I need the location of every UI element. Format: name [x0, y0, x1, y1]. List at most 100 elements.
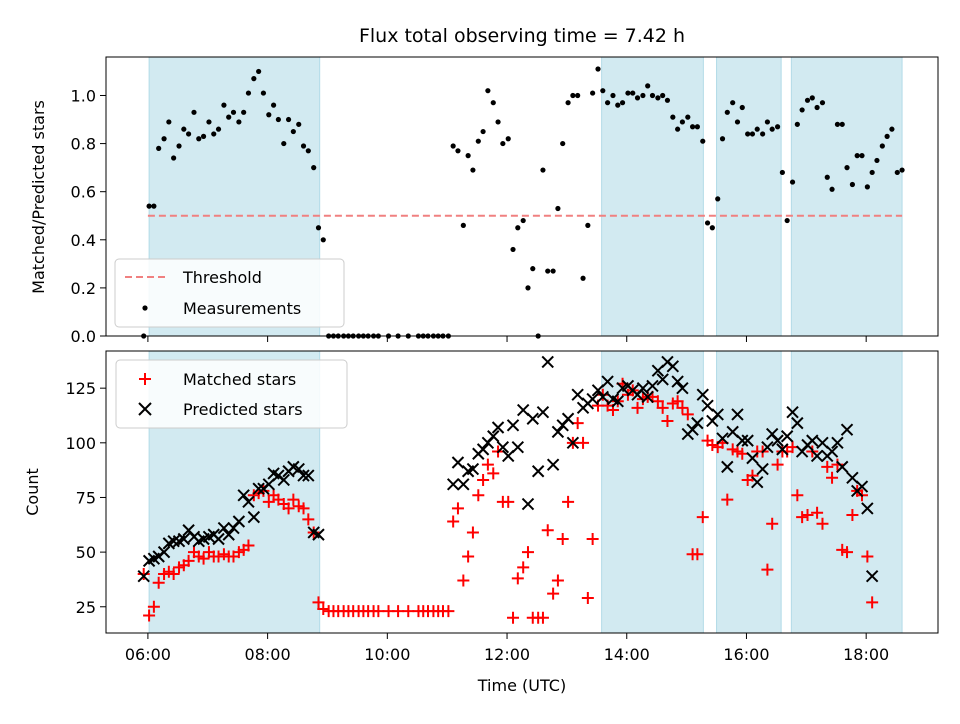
matched-star-point	[481, 458, 494, 471]
measurement-point	[211, 131, 217, 137]
measurement-point	[769, 126, 775, 132]
matched-star-point	[651, 395, 664, 408]
matched-star-point	[167, 567, 180, 580]
predicted-star-point	[277, 473, 290, 487]
matched-star-point	[457, 574, 470, 587]
measurement-point	[266, 112, 272, 118]
legend-matched-swatch	[139, 373, 151, 385]
measurement-point	[619, 100, 626, 106]
predicted-star-point	[222, 528, 235, 541]
predicted-star-point	[601, 375, 614, 388]
predicted-star-point	[746, 451, 759, 465]
measurement-point	[745, 131, 751, 137]
measurement-point	[675, 126, 681, 132]
matched-star-point	[517, 561, 530, 574]
predicted-star-point	[302, 469, 315, 482]
predicted-star-point	[786, 406, 799, 419]
predicted-star-point	[446, 478, 460, 491]
measurement-point	[450, 143, 456, 149]
measurement-point	[590, 90, 596, 96]
measurement-point	[236, 119, 242, 125]
matched-star-point	[472, 489, 485, 502]
measurement-point	[685, 114, 691, 120]
matched-star-point	[846, 508, 859, 521]
measurement-point	[839, 121, 845, 127]
panel-top: 0.0 0.2 0.4 0.6 0.8 1.0 Matched/Predicted sta…	[29, 56, 939, 346]
measurement-point	[171, 155, 177, 161]
shaded-interval	[790, 56, 903, 337]
predicted-star-point	[731, 408, 744, 421]
measurement-point	[206, 119, 212, 125]
measurement-point	[760, 131, 766, 137]
measurement-point	[844, 165, 850, 171]
matched-star-point	[736, 447, 749, 460]
measurement-point	[774, 124, 781, 130]
matched-star-point	[297, 502, 310, 515]
top-y-tick-label: 0.0	[71, 327, 96, 346]
predicted-star-point	[487, 430, 500, 443]
predicted-star-point	[756, 462, 769, 476]
x-tick-label: 18:00	[843, 645, 889, 664]
predicted-star-point	[566, 436, 580, 450]
measurement-point	[300, 143, 307, 149]
predicted-star-point	[546, 458, 560, 471]
measurement-point	[540, 167, 546, 173]
measurement-point	[570, 92, 576, 99]
predicted-star-point	[521, 497, 535, 511]
predicted-star-point	[840, 423, 854, 436]
matched-star-point	[521, 546, 534, 559]
legend-matched-label: Matched stars	[183, 370, 296, 389]
x-tick-label: 14:00	[604, 645, 650, 664]
top-y-tick-label: 0.8	[71, 135, 96, 154]
matched-star-point	[681, 408, 694, 421]
predicted-star-point	[831, 436, 844, 450]
measurement-point	[191, 109, 197, 115]
measurement-point	[475, 138, 481, 144]
matched-star-point	[551, 574, 564, 587]
matched-star-point	[761, 563, 774, 576]
predicted-star-point	[586, 392, 599, 406]
measurement-point	[215, 126, 222, 132]
measurement-point	[664, 97, 671, 103]
measurement-point	[565, 100, 571, 106]
predicted-star-point	[721, 460, 734, 474]
matched-star-point	[766, 517, 779, 530]
measurement-point	[704, 220, 711, 226]
matched-star-point	[661, 414, 674, 427]
bottom-y-tick-label: 50	[76, 543, 96, 562]
matched-star-point	[312, 596, 325, 609]
matched-star-point	[841, 546, 854, 559]
top-y-tick-label: 0.4	[71, 231, 96, 250]
matched-star-point	[721, 493, 734, 506]
matched-star-point	[507, 611, 520, 624]
predicted-star-point	[177, 532, 191, 546]
chart-title: Flux total observing time = 7.42 h	[359, 25, 685, 47]
predicted-star-point	[806, 434, 819, 447]
matched-star-point	[691, 548, 704, 561]
predicted-star-point	[736, 434, 749, 447]
measurement-point	[311, 165, 317, 171]
measurement-point	[241, 109, 247, 115]
predicted-star-point	[701, 399, 714, 412]
measurement-point	[799, 107, 805, 113]
matched-star-point	[477, 473, 490, 486]
predicted-star-point	[751, 475, 764, 489]
predicted-star-point	[237, 489, 250, 502]
predicted-star-point	[861, 502, 874, 515]
shaded-interval	[601, 56, 704, 337]
top-y-tick-label: 0.6	[71, 183, 96, 202]
legend-predicted-swatch	[138, 402, 152, 416]
measurement-point	[181, 126, 187, 132]
measurement-point	[709, 225, 715, 231]
measurement-point	[859, 153, 865, 159]
measurement-point	[749, 131, 756, 137]
measurement-point	[824, 174, 830, 180]
measurement-point	[585, 222, 591, 228]
matched-star-point	[137, 567, 150, 580]
measurement-point	[251, 76, 257, 82]
top-y-axis-label: Matched/Predicted stars	[29, 100, 48, 294]
measurement-point	[156, 145, 162, 151]
x-tick-label: 10:00	[364, 645, 410, 664]
measurement-point	[545, 268, 551, 274]
measurement-point	[555, 205, 561, 212]
